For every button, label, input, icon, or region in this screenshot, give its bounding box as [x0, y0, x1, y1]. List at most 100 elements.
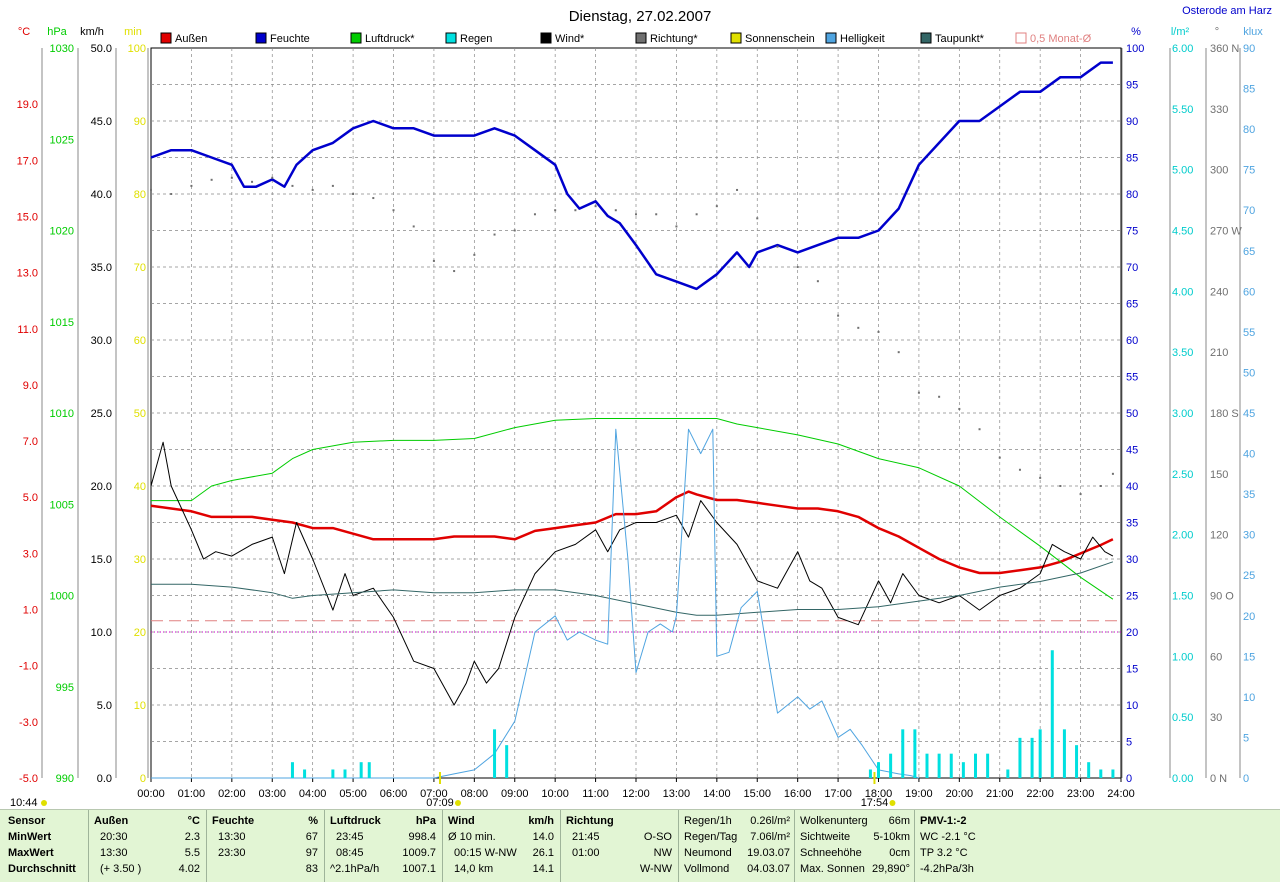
legend-swatch [445, 32, 457, 44]
sun-unit-label: min [124, 26, 142, 38]
stats-aussen: Außen °C 20:30 2.3 13:30 5.5 (+ 3.50 ) 4… [88, 810, 207, 882]
rain-tick-label: 3.00 [1172, 408, 1193, 420]
sunset-marker-dot [889, 800, 896, 806]
left-time-dot [41, 800, 47, 806]
legend-label: Luftdruck* [365, 33, 415, 45]
direction-point [736, 188, 739, 191]
wind-tick-label: 15.0 [91, 554, 112, 566]
richtung-min-time: 21:45 [572, 831, 600, 843]
luftdruck-unit: hPa [415, 815, 436, 827]
sunset-marker-label: 17:54 [861, 797, 889, 809]
direction-point [170, 193, 173, 195]
press-tick-label: 1025 [50, 134, 74, 146]
stats-richtung: Richtung 21:45 O-SO 01:00 NW W-NW [560, 810, 679, 882]
direction-point [695, 213, 698, 216]
richtung-min-value: O-SO [643, 831, 672, 843]
aussen-max-time: 13:30 [100, 847, 128, 859]
taupunkt-value: TP 3.2 °C [920, 847, 968, 859]
x-tick-label: 04:00 [299, 788, 327, 800]
wind-tick-label: 20.0 [91, 481, 112, 493]
dir-tick-label: 300 [1210, 165, 1228, 177]
lux-tick-label: 10 [1243, 692, 1255, 704]
stats-luftdruck: Luftdruck hPa 23:45 998.4 08:45 1009.7 ^… [324, 810, 443, 882]
x-tick-label: 06:00 [380, 788, 408, 800]
rain-bar [949, 753, 953, 778]
richtung-avg-value: W-NW [639, 863, 672, 875]
direction-point [513, 229, 516, 232]
legend-label: 0,5 Monat-Ø [1030, 33, 1092, 45]
hum-tick-label: 50 [1126, 408, 1138, 420]
rain-tick-label: 6.00 [1172, 43, 1193, 55]
direction-point [877, 330, 880, 333]
rain-bar [343, 769, 347, 778]
hum-unit-label: % [1131, 26, 1141, 38]
hum-tick-label: 100 [1126, 43, 1144, 55]
series-taupunkt [151, 561, 1114, 616]
windchill-value: WC -2.1 °C [920, 831, 976, 843]
x-tick-label: 12:00 [622, 788, 650, 800]
data-series [150, 61, 1115, 779]
rain-bar [889, 753, 893, 778]
rain-tick-label: 0.50 [1172, 712, 1193, 724]
rain-tick-label: 5.50 [1172, 104, 1193, 116]
sichtweite-label: Sichtweite [800, 831, 851, 843]
schneehoehe-value: 0cm [889, 847, 910, 859]
hum-tick-label: 15 [1126, 664, 1138, 676]
wind-unit-label: km/h [80, 26, 104, 38]
direction-point [554, 209, 557, 212]
aussen-avg-note: (+ 3.50 ) [100, 863, 142, 875]
legend-label: Regen [460, 33, 492, 45]
pmv-value: PMV-1:-2 [920, 815, 967, 827]
direction-point [352, 193, 355, 195]
aussen-min-value: 2.3 [184, 831, 200, 843]
rain-bar [290, 762, 294, 778]
legend-swatch [160, 32, 172, 44]
legend-label: Außen [175, 33, 207, 45]
direction-point [796, 266, 799, 268]
series-außen [150, 490, 1114, 575]
wind-tick-label: 25.0 [91, 408, 112, 420]
temp-tick-label: 5.0 [23, 492, 38, 504]
legend-label: Wind* [555, 33, 585, 45]
direction-point [230, 176, 233, 179]
wind-max-value: 26.1 [532, 847, 554, 859]
press-tick-label: 1020 [50, 226, 74, 238]
feuchte-max-value: 97 [305, 847, 318, 859]
legend: Außen Feuchte Luftdruck* Regen Wind* Richtung… [160, 32, 1092, 45]
axes: 00:00 01:00 02:00 03:00 04:00 05:00 06:00 07:00… [17, 43, 1256, 800]
rain-bar [1087, 762, 1091, 778]
wind-avg10-value: 14.0 [532, 831, 554, 843]
direction-point [958, 407, 961, 410]
wind-tick-label: 35.0 [91, 262, 112, 274]
wind-avg-value: 14.1 [532, 863, 554, 875]
lux-unit-label: klux [1243, 26, 1263, 38]
stats-wolken: Wolkenunterg 66m Sichtweite 5-10km Schne… [794, 810, 915, 882]
lux-tick-label: 50 [1243, 367, 1255, 379]
rain-bar [367, 762, 371, 778]
direction-point [1039, 476, 1042, 479]
temp-tick-label: 7.0 [23, 436, 38, 448]
x-tick-label: 03:00 [258, 788, 286, 800]
wind-tick-label: 5.0 [97, 700, 112, 712]
vollmond-label: Vollmond [684, 863, 730, 875]
direction-point [897, 351, 900, 354]
lux-tick-label: 65 [1243, 246, 1255, 258]
press-unit-label: hPa [47, 26, 67, 38]
direction-point [978, 428, 981, 431]
direction-point [715, 205, 718, 208]
feuchte-min-value: 67 [305, 831, 318, 843]
direction-point [291, 184, 294, 187]
lux-tick-label: 35 [1243, 489, 1255, 501]
richtung-max-value: NW [653, 847, 672, 859]
lux-tick-label: 40 [1243, 449, 1255, 461]
dir-tick-label: 150 [1210, 469, 1228, 481]
legend-swatch [920, 32, 932, 44]
x-tick-label: 17:00 [824, 788, 852, 800]
x-tick-label: 11:00 [582, 788, 609, 800]
wind-max-time: 00:15 W-NW [454, 847, 517, 859]
legend-label: Sonnenschein [745, 33, 815, 45]
rain-bar [1006, 769, 1010, 778]
legend-swatch [825, 32, 837, 44]
rain-tick-label: 1.00 [1172, 651, 1193, 663]
x-tick-label: 13:00 [663, 788, 691, 800]
